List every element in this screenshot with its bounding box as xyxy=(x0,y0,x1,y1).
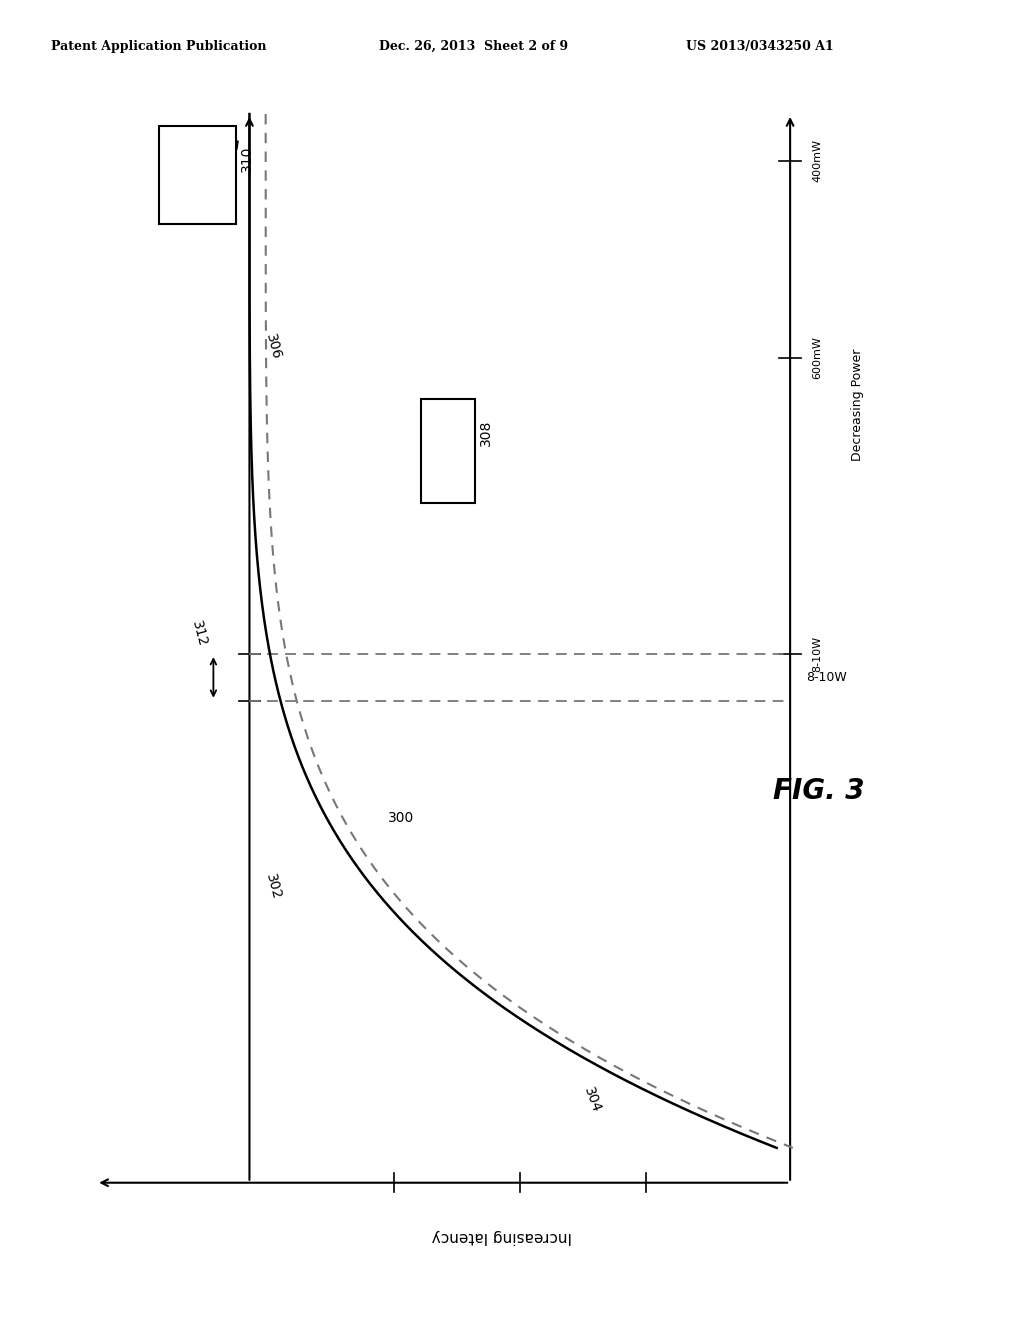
Text: 302: 302 xyxy=(263,873,284,902)
Text: 8-10W: 8-10W xyxy=(806,671,847,684)
Text: 600mW: 600mW xyxy=(813,337,822,379)
Text: Decreasing Power: Decreasing Power xyxy=(851,348,864,461)
Text: 312: 312 xyxy=(188,619,209,648)
Text: Dec. 26, 2013  Sheet 2 of 9: Dec. 26, 2013 Sheet 2 of 9 xyxy=(379,40,568,53)
Text: FIG. 3: FIG. 3 xyxy=(773,776,865,805)
Text: 304: 304 xyxy=(581,1085,603,1114)
Text: 310: 310 xyxy=(241,145,254,172)
Text: Increasing latency: Increasing latency xyxy=(432,1229,571,1245)
Text: 306: 306 xyxy=(263,331,284,360)
Text: 8-10W: 8-10W xyxy=(813,636,822,672)
Text: 400mW: 400mW xyxy=(813,139,822,182)
Text: Patent Application Publication: Patent Application Publication xyxy=(51,40,266,53)
Text: US 2013/0343250 A1: US 2013/0343250 A1 xyxy=(686,40,834,53)
Text: 308: 308 xyxy=(479,420,494,446)
Bar xyxy=(421,399,475,503)
Bar xyxy=(160,125,236,224)
Text: 300: 300 xyxy=(388,810,415,825)
